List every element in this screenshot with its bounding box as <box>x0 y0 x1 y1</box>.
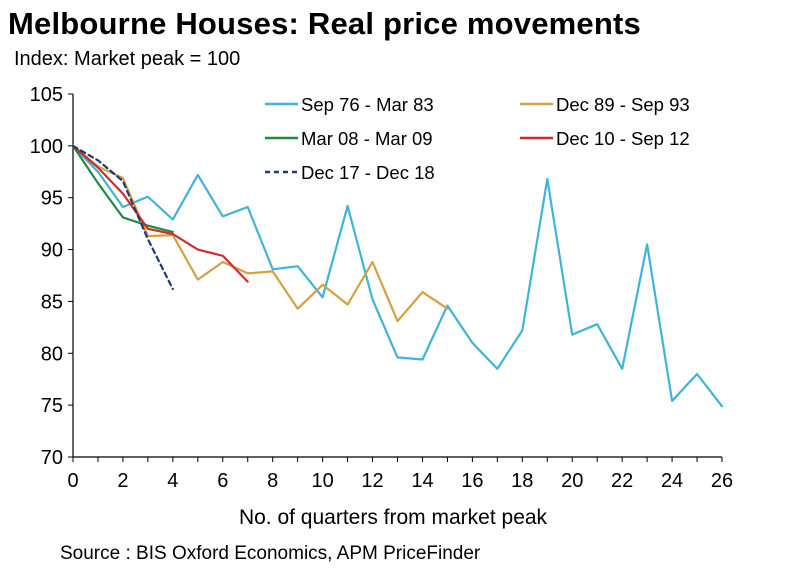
x-tick-label: 10 <box>311 470 333 492</box>
x-tick-label: 18 <box>511 470 533 492</box>
x-tick-label: 16 <box>461 470 483 492</box>
x-tick-label: 12 <box>361 470 383 492</box>
x-tick-label: 26 <box>711 470 733 492</box>
legend-label-5: Dec 17 - Dec 18 <box>301 162 435 183</box>
series-line-4 <box>71 144 249 283</box>
series-line-2 <box>71 144 449 323</box>
x-tick-label: 2 <box>117 470 128 492</box>
series-line-1 <box>71 144 724 408</box>
x-tick-label: 0 <box>67 470 78 492</box>
x-axis-label: No. of quarters from market peak <box>238 506 548 529</box>
y-tick-label: 85 <box>41 291 63 313</box>
y-tick-label: 90 <box>41 240 63 262</box>
x-tick-label: 6 <box>217 470 228 492</box>
y-tick-label: 70 <box>41 447 63 469</box>
y-tick-label: 75 <box>41 395 63 417</box>
x-tick-label: 20 <box>561 470 583 492</box>
legend-label-2: Dec 89 - Sep 93 <box>556 94 690 115</box>
chart-subtitle: Index: Market peak = 100 <box>14 48 241 70</box>
source-note: Source : BIS Oxford Economics, APM Price… <box>60 543 481 564</box>
y-tick-label: 95 <box>41 188 63 210</box>
series-line-5 <box>71 144 174 291</box>
x-tick-label: 4 <box>167 470 178 492</box>
x-tick-label: 14 <box>411 470 433 492</box>
y-tick-label: 80 <box>41 343 63 365</box>
legend-label-1: Sep 76 - Mar 83 <box>301 94 434 115</box>
x-tick-label: 8 <box>267 470 278 492</box>
legend-label-3: Mar 08 - Mar 09 <box>301 128 433 149</box>
y-tick-label: 100 <box>30 136 63 158</box>
chart-title: Melbourne Houses: Real price movements <box>8 6 641 41</box>
series-line-3 <box>71 144 174 233</box>
legend-label-4: Dec 10 - Sep 12 <box>556 128 690 149</box>
x-tick-label: 24 <box>661 470 683 492</box>
y-tick-label: 105 <box>30 84 63 106</box>
x-tick-label: 22 <box>611 470 633 492</box>
